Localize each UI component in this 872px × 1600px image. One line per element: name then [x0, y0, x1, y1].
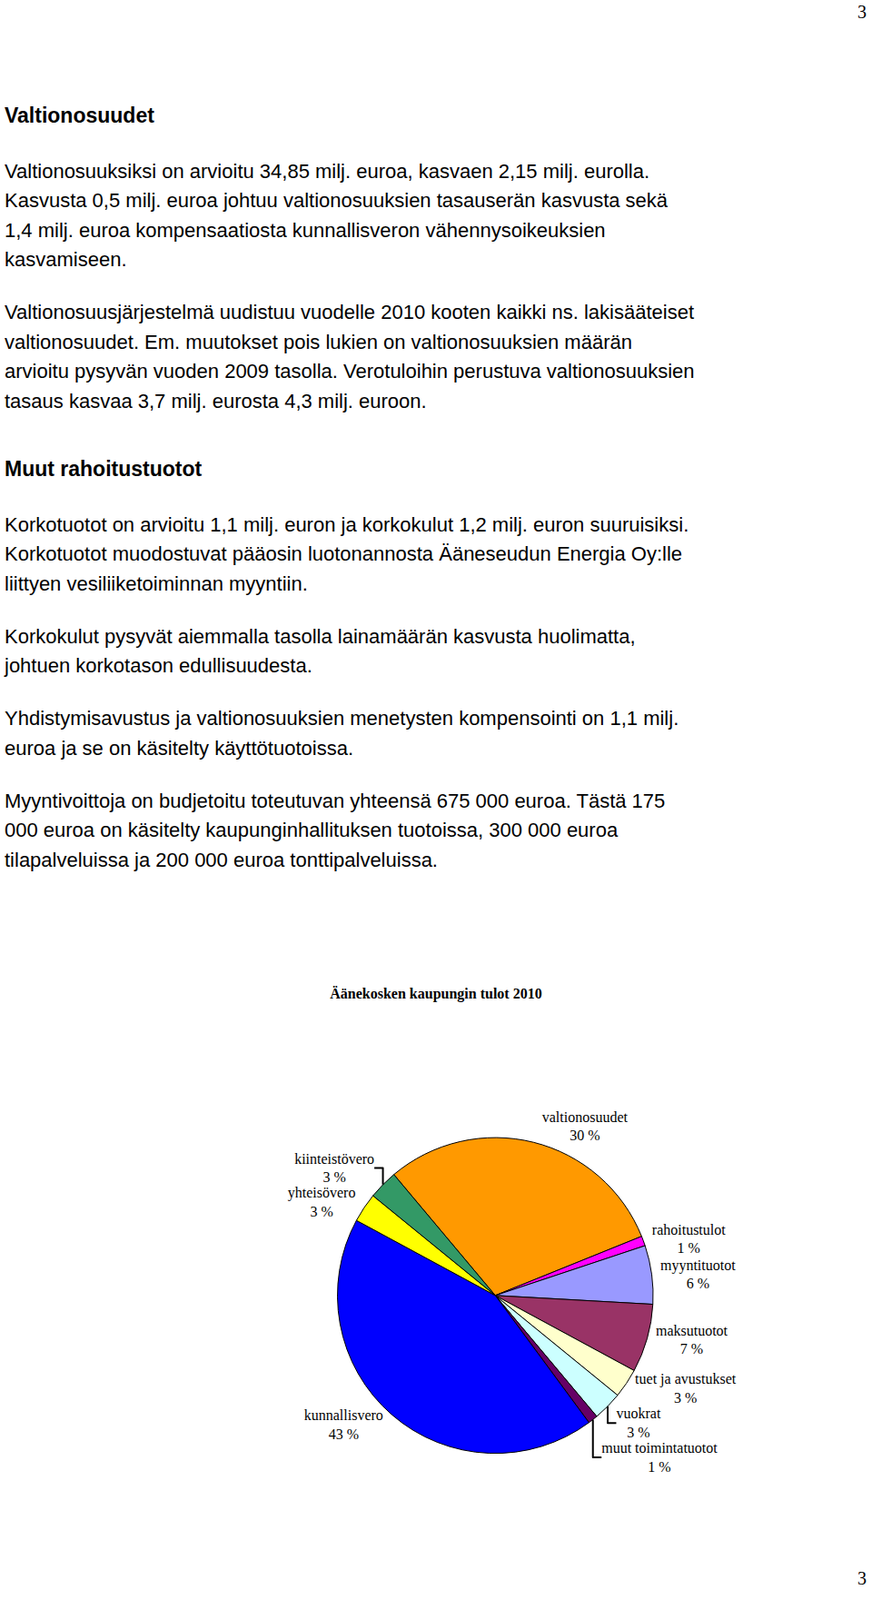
html-text:tilapalveluissa ja 200 000 eur: tilapalveluissa ja 200 000 euroa tonttip… [4, 847, 438, 871]
html-text:Korkotuotot on arvioitu 1,1 mi: Korkotuotot on arvioitu 1,1 milj. euron … [4, 512, 689, 536]
html-text:arvioitu pysyvän vuoden 2009 t: arvioitu pysyvän vuoden 2009 tasolla. Ve… [4, 359, 695, 383]
html-text:tasaus kasvaa 3,7 milj. eurost: tasaus kasvaa 3,7 milj. eurosta 4,3 milj… [4, 389, 427, 412]
html-text:liittyen vesiliiketoiminnan my: liittyen vesiliiketoiminnan myyntiin. [4, 571, 308, 595]
svg-text:rahoitustulot1 %: rahoitustulot1 % [652, 1221, 726, 1257]
html-text:johtuen korkotason edullisuude: johtuen korkotason edullisuudesta. [4, 654, 313, 677]
svg-text:kiinteistövero3 %: kiinteistövero3 % [294, 1150, 375, 1186]
svg-text:Äänekosken kaupungin tulot 201: Äänekosken kaupungin tulot 2010 [329, 985, 542, 1002]
svg-text:tuet ja avustukset3 %: tuet ja avustukset3 % [634, 1370, 737, 1406]
html-text:Kasvusta 0,5 milj. euroa johtu: Kasvusta 0,5 milj. euroa johtuu valtiono… [4, 188, 668, 212]
html-text:3: 3 [857, 1567, 867, 1588]
html-text:Korkokulut pysyvät aiemmalla t: Korkokulut pysyvät aiemmalla tasolla lai… [4, 624, 636, 648]
html-text:3: 3 [857, 1, 867, 22]
html-text:Valtionosuusjärjestelmä uudist: Valtionosuusjärjestelmä uudistuu vuodell… [4, 300, 694, 324]
svg-text:muut toimintatuotot1 %: muut toimintatuotot1 % [601, 1439, 718, 1475]
html-text:valtionosuudet. Em. muutokset: valtionosuudet. Em. muutokset pois lukie… [4, 330, 633, 353]
svg-text:myyntituotot6 %: myyntituotot6 % [660, 1257, 736, 1292]
html-text:Muut rahoitustuotot: Muut rahoitustuotot [4, 456, 202, 481]
html-text:euroa ja se on käsitelty käytt: euroa ja se on käsitelty käyttötuotoissa… [4, 736, 354, 759]
html-text:000 euroa on käsitelty kaupung: 000 euroa on käsitelty kaupunginhallituk… [4, 818, 618, 842]
svg-text:maksutuotot7 %: maksutuotot7 % [655, 1322, 729, 1358]
svg-text:valtionosuudet30 %: valtionosuudet30 % [542, 1109, 629, 1144]
html-text:kasvamiseen.: kasvamiseen. [4, 247, 127, 271]
html-text:Valtionosuuksiksi on arvioitu: Valtionosuuksiksi on arvioitu 34,85 milj… [4, 159, 650, 183]
html-text:Yhdistymisavustus ja valtionos: Yhdistymisavustus ja valtionosuuksien me… [4, 706, 679, 730]
html-text:1,4 milj. euroa kompensaatiost: 1,4 milj. euroa kompensaatiosta kunnalli… [4, 218, 606, 242]
svg-text:yhteisövero3 %: yhteisövero3 % [287, 1184, 357, 1219]
svg-text:vuokrat3 %: vuokrat3 % [615, 1405, 661, 1440]
svg-text:kunnallisvero43 %: kunnallisvero43 % [304, 1407, 384, 1442]
html-text:Myyntivoittoja on budjetoitu t: Myyntivoittoja on budjetoitu toteutuvan … [4, 788, 666, 812]
html-text:Valtionosuudet: Valtionosuudet [4, 103, 155, 128]
html-text:Korkotuotot muodostuvat pääosi: Korkotuotot muodostuvat pääosin luotonan… [4, 542, 683, 565]
